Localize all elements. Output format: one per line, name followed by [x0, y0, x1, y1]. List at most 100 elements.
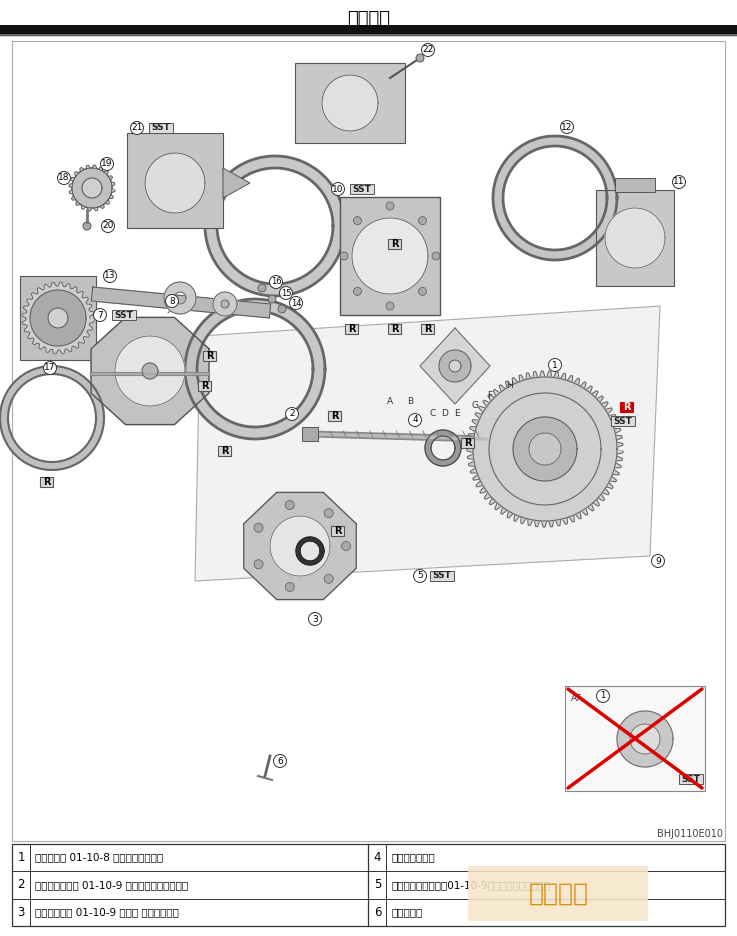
Text: 3: 3: [17, 906, 24, 919]
Bar: [127, 133, 223, 228]
Polygon shape: [529, 433, 561, 465]
Circle shape: [324, 508, 333, 518]
Text: R: R: [349, 324, 356, 334]
Circle shape: [413, 569, 427, 582]
Polygon shape: [142, 363, 158, 379]
Circle shape: [254, 523, 263, 533]
Circle shape: [324, 575, 333, 583]
Polygon shape: [439, 350, 471, 382]
Circle shape: [103, 270, 116, 283]
Circle shape: [130, 122, 144, 135]
Bar: [332, 526, 344, 536]
Polygon shape: [605, 208, 665, 268]
Text: SST: SST: [682, 774, 700, 783]
Circle shape: [279, 286, 293, 300]
Bar: [615, 178, 655, 192]
Text: R: R: [391, 324, 399, 334]
Text: 4: 4: [412, 416, 418, 425]
Polygon shape: [617, 711, 673, 767]
Polygon shape: [205, 156, 345, 296]
Polygon shape: [322, 75, 378, 131]
Circle shape: [273, 754, 287, 768]
Circle shape: [672, 175, 685, 188]
Polygon shape: [0, 366, 104, 470]
Polygon shape: [352, 218, 428, 294]
Polygon shape: [244, 492, 356, 600]
Bar: [329, 411, 341, 421]
Circle shape: [386, 202, 394, 210]
Polygon shape: [420, 328, 490, 404]
Bar: [596, 190, 674, 286]
Polygon shape: [91, 287, 270, 318]
Bar: [218, 446, 231, 456]
Text: 6: 6: [277, 756, 283, 766]
Text: 7: 7: [97, 311, 103, 319]
Bar: [611, 416, 635, 426]
Circle shape: [285, 501, 294, 509]
Circle shape: [419, 216, 427, 225]
Polygon shape: [30, 290, 86, 346]
Text: 4: 4: [374, 851, 381, 864]
Polygon shape: [91, 317, 209, 425]
Text: 后部固定齿轮（参看01-10-9后固齿轮拈卸注释。）: 后部固定齿轮（参看01-10-9后固齿轮拈卸注释。）: [391, 880, 551, 890]
Bar: [0, 34, 737, 36]
Text: 机械部分: 机械部分: [347, 10, 390, 28]
Polygon shape: [115, 336, 185, 406]
Text: 11: 11: [674, 178, 685, 186]
Polygon shape: [72, 168, 112, 208]
Circle shape: [408, 414, 422, 427]
Bar: [469, 866, 649, 921]
Circle shape: [285, 407, 298, 420]
Text: 飞轮（参看 01-10-8 飞轮拆卸注释。）: 飞轮（参看 01-10-8 飞轮拆卸注释。）: [35, 853, 163, 863]
Text: R: R: [43, 477, 51, 487]
Text: AT: AT: [571, 694, 581, 703]
Bar: [0, 36, 737, 37]
Circle shape: [278, 305, 286, 313]
Polygon shape: [425, 430, 461, 466]
Bar: [350, 184, 374, 194]
Polygon shape: [296, 537, 324, 565]
Polygon shape: [164, 282, 196, 314]
Circle shape: [290, 297, 302, 310]
Text: 3: 3: [312, 615, 318, 623]
Bar: [41, 477, 54, 487]
Circle shape: [422, 43, 435, 56]
Bar: [430, 571, 454, 581]
Circle shape: [57, 171, 71, 184]
Bar: [679, 774, 703, 784]
Bar: [112, 310, 136, 320]
Circle shape: [254, 560, 263, 569]
Text: R: R: [331, 411, 339, 421]
Text: 13: 13: [104, 271, 116, 281]
Text: 6: 6: [374, 906, 381, 919]
Circle shape: [100, 157, 113, 170]
Text: 20: 20: [102, 222, 113, 230]
Circle shape: [94, 309, 107, 321]
Polygon shape: [630, 724, 660, 754]
Text: R: R: [335, 526, 342, 536]
Text: R: R: [464, 438, 472, 448]
Text: 5: 5: [417, 572, 423, 580]
Text: 2: 2: [17, 879, 25, 891]
Circle shape: [596, 690, 609, 703]
Text: A: A: [387, 397, 393, 405]
Circle shape: [354, 287, 361, 296]
Text: SST: SST: [152, 124, 170, 133]
Polygon shape: [213, 292, 237, 316]
Bar: [12, 844, 725, 926]
Text: 22: 22: [422, 46, 433, 54]
Circle shape: [258, 284, 266, 292]
Text: G: G: [472, 402, 478, 411]
Bar: [565, 686, 705, 791]
Text: R: R: [624, 402, 631, 412]
Polygon shape: [270, 516, 330, 576]
Text: 压力调节器: 压力调节器: [391, 907, 423, 917]
Circle shape: [43, 361, 57, 374]
Text: 19: 19: [101, 159, 113, 168]
Bar: [340, 197, 440, 315]
Bar: [388, 239, 402, 249]
Polygon shape: [185, 299, 325, 439]
Bar: [20, 276, 96, 360]
Polygon shape: [223, 168, 250, 198]
Text: H: H: [506, 382, 514, 390]
